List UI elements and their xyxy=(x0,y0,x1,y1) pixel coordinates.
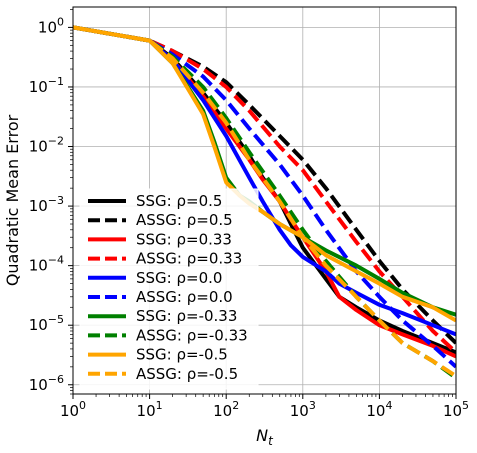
series-line-4 xyxy=(73,25,456,337)
legend-label: ASSG: ρ=-0.5 xyxy=(136,365,238,383)
series-layer xyxy=(73,25,456,380)
plot-area xyxy=(73,25,456,380)
series-line-9 xyxy=(73,25,456,378)
x-tick-label: 105 xyxy=(443,399,469,420)
y-tick-label: 10−6 xyxy=(29,373,64,394)
legend-label: SSG: ρ=0.5 xyxy=(136,192,222,210)
y-tick-label: 100 xyxy=(38,15,64,36)
series-line-8 xyxy=(73,25,456,323)
x-tick-label: 102 xyxy=(213,399,239,420)
legend-label: ASSG: ρ=0.0 xyxy=(136,288,233,306)
x-tick-label: 101 xyxy=(137,399,163,420)
legend-label: ASSG: ρ=0.5 xyxy=(136,211,233,229)
y-tick-label: 10−4 xyxy=(29,254,64,275)
series-line-3 xyxy=(73,25,456,354)
x-label-subscript: t xyxy=(268,434,274,448)
y-tick-label: 10−3 xyxy=(29,194,64,215)
legend-label: SSG: ρ=-0.33 xyxy=(136,307,237,325)
y-tick-label: 10−1 xyxy=(29,75,64,96)
legend-label: SSG: ρ=0.33 xyxy=(136,230,232,248)
legend-label: ASSG: ρ=0.33 xyxy=(136,250,242,268)
x-tick-label: 104 xyxy=(366,399,392,420)
axes-frame xyxy=(72,6,457,395)
y-axis-label: Quadratic Mean Error xyxy=(3,114,22,286)
x-axis-ticks: 100 101 102 103 104 105 xyxy=(60,394,469,420)
y-tick-label: 10−2 xyxy=(29,135,64,156)
legend-label: SSG: ρ=0.0 xyxy=(136,269,222,287)
series-line-5 xyxy=(73,25,456,369)
x-label-main: N xyxy=(256,426,268,445)
legend-label: ASSG: ρ=-0.33 xyxy=(136,326,248,344)
x-tick-label: 103 xyxy=(290,399,316,420)
y-axis-ticks: 100 10−1 10−2 10−3 10−4 10−5 10−6 xyxy=(29,9,73,395)
y-tick-label: 10−5 xyxy=(29,313,64,334)
legend-label: SSG: ρ=-0.5 xyxy=(136,346,228,364)
x-tick-label: 100 xyxy=(60,399,86,420)
x-axis-label: Nt xyxy=(256,426,274,448)
